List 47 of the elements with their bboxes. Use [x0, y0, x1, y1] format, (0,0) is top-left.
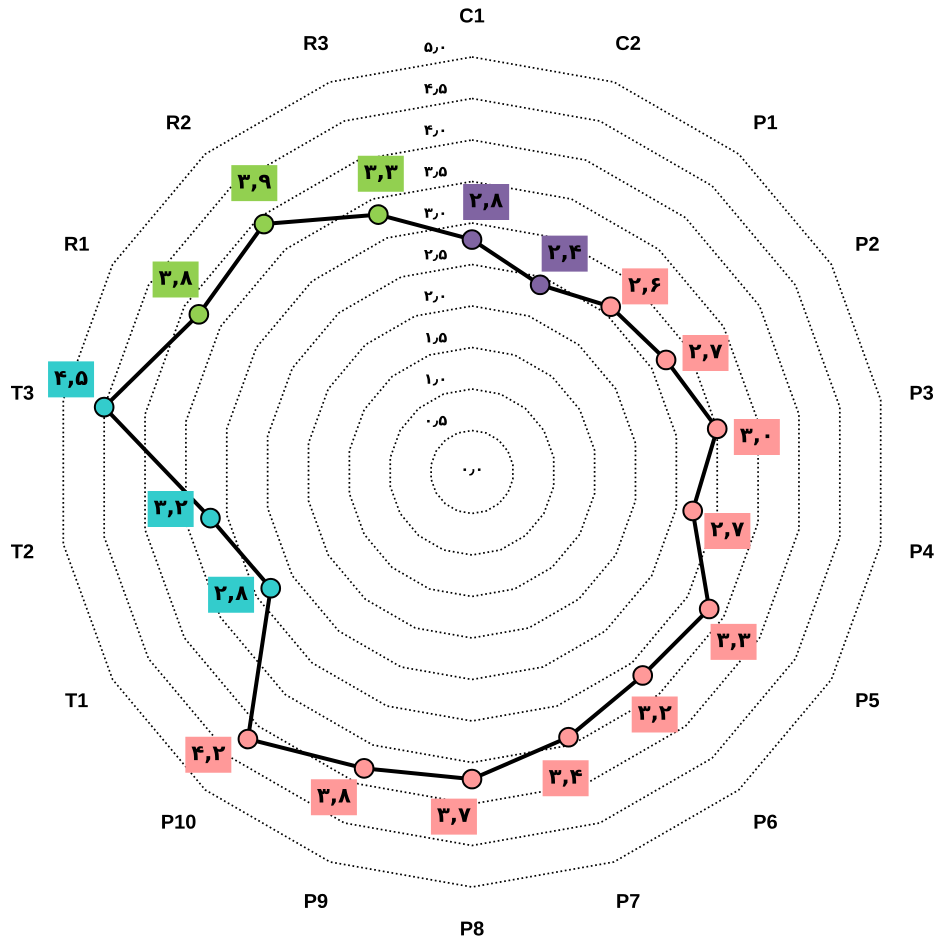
spoke-label: P4 — [910, 544, 934, 558]
spoke-label: P10 — [162, 814, 196, 829]
spoke-label: R3 — [304, 36, 328, 50]
data-label: ۳,۷ — [437, 808, 471, 825]
data-label: ۳,۸ — [158, 271, 192, 288]
spoke-label: P2 — [856, 236, 879, 251]
data-label: ۲,۸ — [214, 586, 248, 604]
y-tick-label: ۰٫۰ — [464, 468, 480, 476]
data-label: ۳,۴ — [548, 770, 582, 787]
data-label: ۴,۲ — [192, 746, 226, 764]
y-tick-label: ۰٫۵ — [427, 416, 447, 428]
spoke-label: P6 — [754, 814, 777, 829]
spoke-label: C1 — [460, 8, 484, 23]
data-label: ۲,۸ — [469, 194, 503, 210]
y-tick-label: ۴٫۵ — [424, 84, 447, 96]
data-label: ۳,۳ — [716, 634, 750, 650]
spoke-label: T3 — [11, 386, 34, 400]
data-label: ۳,۳ — [364, 165, 398, 182]
spoke-label: P1 — [754, 115, 778, 130]
data-label: ۳,۹ — [237, 174, 271, 192]
spoke-label: P3 — [910, 386, 934, 400]
y-tick-label: ۵٫۰ — [424, 42, 444, 54]
spoke-label: C2 — [616, 36, 640, 50]
spoke-label: R2 — [167, 115, 191, 130]
spoke-label: P9 — [304, 894, 328, 908]
y-tick-label: ۴٫۰ — [424, 125, 444, 137]
data-label: ۲,۶ — [628, 278, 660, 295]
data-label: ۴,۵ — [54, 370, 88, 388]
spoke-label: P8 — [461, 921, 484, 936]
spoke-label: T2 — [11, 544, 34, 558]
data-label: ۲,۴ — [548, 245, 581, 262]
data-label: ۲,۷ — [710, 522, 744, 540]
spoke-label: P7 — [617, 894, 640, 908]
data-label: ۳,۸ — [317, 789, 351, 806]
data-label: ۳,۰ — [740, 428, 770, 446]
spoke-label: R1 — [65, 236, 89, 251]
y-tick-label: ۱٫۵ — [426, 332, 447, 344]
y-tick-label: ۲٫۰ — [424, 291, 444, 302]
data-label: ۳,۲ — [638, 706, 672, 723]
spoke-label: T1 — [65, 693, 88, 708]
y-tick-label: ۳٫۵ — [424, 166, 447, 178]
y-tick-label: ۲٫۵ — [424, 250, 447, 262]
data-label: ۲,۷ — [688, 344, 722, 362]
y-tick-label: ۱٫۰ — [426, 374, 444, 386]
y-tick-label: ۳٫۰ — [424, 208, 444, 220]
data-label: ۳,۲ — [154, 500, 188, 518]
spoke-label: P5 — [856, 693, 879, 708]
